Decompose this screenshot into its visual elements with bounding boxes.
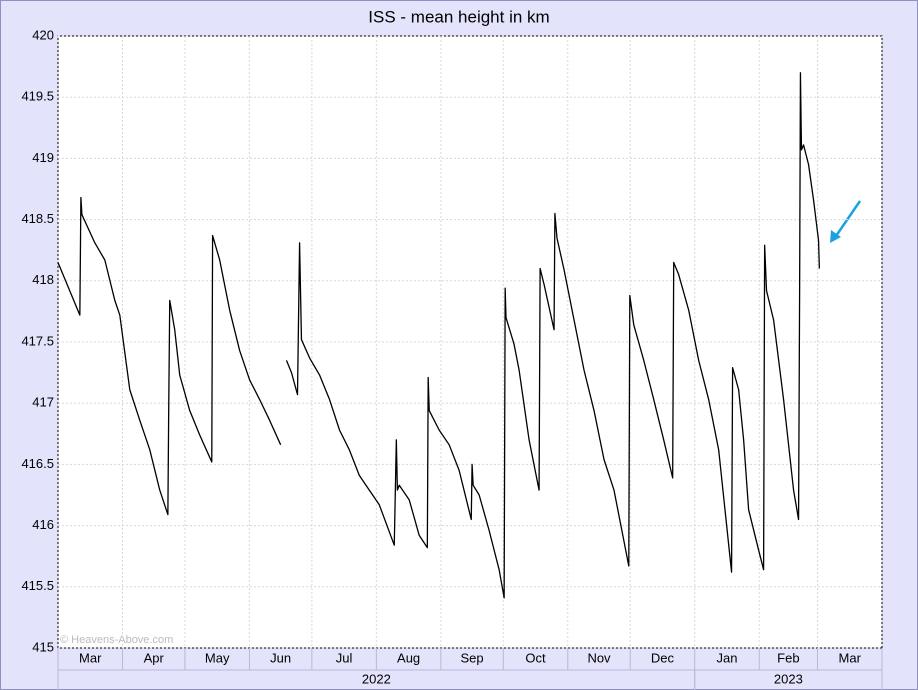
y-tick-label: 420	[32, 27, 54, 42]
x-tick-label: Sep	[461, 650, 484, 665]
y-tick-label: 416	[32, 517, 54, 532]
line	[57, 72, 821, 599]
y-tick-label: 416.5	[21, 456, 54, 471]
x-tick-label: Oct	[525, 650, 546, 665]
x-tick-label: Nov	[587, 650, 611, 665]
x-tick-label: May	[205, 650, 230, 665]
x-tick-label: Aug	[397, 650, 420, 665]
x-tick-label: Mar	[79, 650, 102, 665]
y-tick-label: 415	[32, 639, 54, 654]
arrow	[830, 200, 862, 243]
y-tick-label: 415.5	[21, 578, 54, 593]
y-tick-label: 419	[32, 150, 54, 165]
x-tick-label: Mar	[839, 650, 862, 665]
x-tick-label: Dec	[651, 650, 675, 665]
y-tick-label: 417.5	[21, 333, 54, 348]
year-label: 2023	[774, 671, 803, 686]
x-tick-label: Jun	[270, 650, 291, 665]
credit: © Heavens-Above.com	[60, 634, 173, 646]
y-tick-label: 419.5	[21, 89, 54, 104]
y-tick-label: 417	[32, 395, 54, 410]
x-tick-label: Apr	[144, 650, 165, 665]
year-label: 2022	[362, 671, 391, 686]
chart-title: ISS - mean height in km	[368, 7, 549, 26]
y-tick-label: 418.5	[21, 211, 54, 226]
x-tick-label: Jan	[716, 650, 737, 665]
x-tick-label: Jul	[336, 650, 353, 665]
y-tick-label: 418	[32, 272, 54, 287]
x-tick-label: Feb	[777, 650, 799, 665]
